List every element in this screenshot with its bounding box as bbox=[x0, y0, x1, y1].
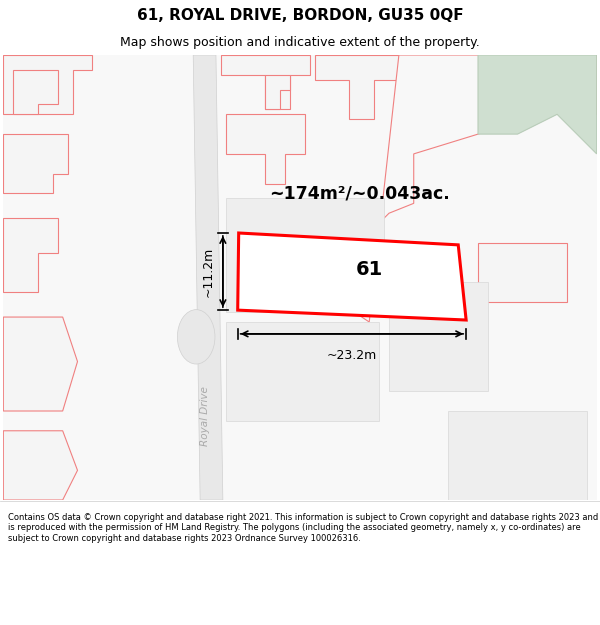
Polygon shape bbox=[221, 55, 310, 109]
Polygon shape bbox=[4, 431, 77, 500]
Polygon shape bbox=[4, 218, 58, 292]
Polygon shape bbox=[238, 233, 466, 320]
Polygon shape bbox=[448, 411, 587, 500]
Polygon shape bbox=[13, 70, 58, 114]
Polygon shape bbox=[4, 317, 77, 411]
Polygon shape bbox=[265, 75, 290, 109]
Text: Contains OS data © Crown copyright and database right 2021. This information is : Contains OS data © Crown copyright and d… bbox=[8, 513, 598, 542]
Ellipse shape bbox=[178, 309, 215, 364]
Polygon shape bbox=[4, 55, 92, 114]
Polygon shape bbox=[226, 114, 305, 184]
Polygon shape bbox=[193, 55, 223, 500]
Polygon shape bbox=[4, 134, 68, 194]
Polygon shape bbox=[478, 243, 567, 302]
Polygon shape bbox=[355, 55, 596, 322]
Text: Royal Drive: Royal Drive bbox=[200, 386, 210, 446]
Polygon shape bbox=[478, 55, 596, 154]
Text: ~23.2m: ~23.2m bbox=[327, 349, 377, 362]
Polygon shape bbox=[389, 282, 488, 391]
Text: ~11.2m: ~11.2m bbox=[202, 246, 215, 297]
Text: ~174m²/~0.043ac.: ~174m²/~0.043ac. bbox=[269, 184, 450, 203]
Text: Map shows position and indicative extent of the property.: Map shows position and indicative extent… bbox=[120, 36, 480, 49]
Polygon shape bbox=[226, 322, 379, 421]
Polygon shape bbox=[315, 55, 399, 119]
Polygon shape bbox=[226, 198, 384, 312]
Text: 61, ROYAL DRIVE, BORDON, GU35 0QF: 61, ROYAL DRIVE, BORDON, GU35 0QF bbox=[137, 8, 463, 23]
Text: 61: 61 bbox=[356, 260, 383, 279]
